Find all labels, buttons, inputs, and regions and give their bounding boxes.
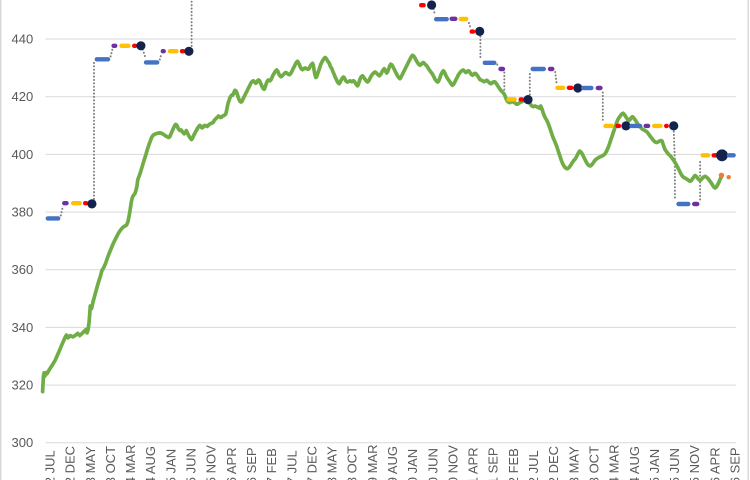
svg-text:26 APR: 26 APR: [707, 447, 722, 480]
svg-text:15 JUN: 15 JUN: [184, 448, 199, 480]
svg-text:21 SEP: 21 SEP: [486, 447, 501, 480]
svg-text:19 AUG: 19 AUG: [385, 446, 400, 480]
svg-text:380: 380: [11, 205, 33, 220]
svg-text:20 NOV: 20 NOV: [445, 445, 460, 480]
svg-text:22 DEC: 22 DEC: [546, 446, 561, 480]
svg-text:400: 400: [11, 147, 33, 162]
svg-text:14 AUG: 14 AUG: [143, 446, 158, 480]
svg-text:23 MAY: 23 MAY: [566, 446, 581, 480]
svg-text:17 FEB: 17 FEB: [264, 448, 279, 480]
svg-text:340: 340: [11, 320, 33, 335]
svg-text:26 SEP: 26 SEP: [728, 447, 743, 480]
svg-text:440: 440: [11, 31, 33, 46]
svg-text:19 MAR: 19 MAR: [365, 445, 380, 480]
svg-text:320: 320: [11, 378, 33, 393]
svg-text:17 JUL: 17 JUL: [284, 450, 299, 480]
svg-text:18 OCT: 18 OCT: [345, 446, 360, 480]
svg-text:25 JUN: 25 JUN: [667, 448, 682, 480]
svg-text:21 APR: 21 APR: [466, 447, 481, 480]
svg-text:360: 360: [11, 262, 33, 277]
svg-text:16 SEP: 16 SEP: [244, 447, 259, 480]
svg-text:12 JUL: 12 JUL: [43, 450, 58, 480]
svg-text:25 NOV: 25 NOV: [687, 445, 702, 480]
svg-text:300: 300: [11, 435, 33, 450]
svg-text:12 DEC: 12 DEC: [63, 446, 78, 480]
svg-text:16 APR: 16 APR: [224, 447, 239, 480]
svg-text:20 JAN: 20 JAN: [405, 449, 420, 480]
svg-text:18 MAY: 18 MAY: [325, 446, 340, 480]
svg-text:15 NOV: 15 NOV: [204, 445, 219, 480]
svg-text:17 DEC: 17 DEC: [304, 446, 319, 480]
svg-text:24 AUG: 24 AUG: [627, 446, 642, 480]
svg-text:20 JUN: 20 JUN: [425, 448, 440, 480]
svg-text:13 MAY: 13 MAY: [83, 446, 98, 480]
svg-text:15 JAN: 15 JAN: [163, 449, 178, 480]
svg-text:420: 420: [11, 89, 33, 104]
svg-text:14 MAR: 14 MAR: [123, 445, 138, 480]
svg-text:13 OCT: 13 OCT: [103, 446, 118, 480]
svg-text:25 JAN: 25 JAN: [647, 449, 662, 480]
svg-text:22 FEB: 22 FEB: [506, 448, 521, 480]
svg-text:22 JUL: 22 JUL: [526, 450, 541, 480]
svg-text:23 OCT: 23 OCT: [587, 446, 602, 480]
svg-text:24 MAR: 24 MAR: [607, 445, 622, 480]
